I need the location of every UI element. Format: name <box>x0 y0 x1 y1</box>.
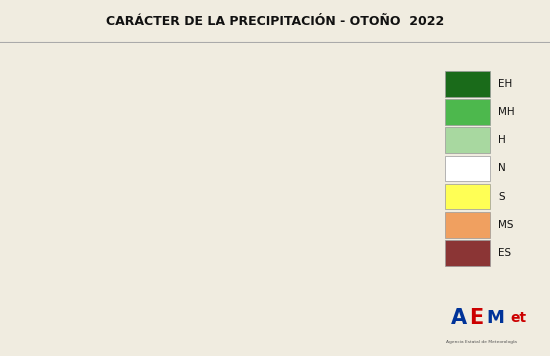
Text: Agencia Estatal de Meteorología: Agencia Estatal de Meteorología <box>446 340 517 344</box>
Bar <box>445 184 490 209</box>
Bar <box>445 71 490 96</box>
Text: MS: MS <box>498 220 514 230</box>
Bar <box>445 240 490 266</box>
Text: E: E <box>469 308 483 328</box>
Text: ES: ES <box>498 248 512 258</box>
Text: S: S <box>498 192 505 201</box>
Text: M: M <box>487 309 505 328</box>
Bar <box>445 127 490 153</box>
Text: MH: MH <box>498 107 515 117</box>
Bar <box>445 212 490 237</box>
Text: EH: EH <box>498 79 513 89</box>
Bar <box>445 156 490 181</box>
Text: N: N <box>498 163 506 173</box>
Bar <box>445 99 490 125</box>
Text: et: et <box>510 312 527 325</box>
Text: H: H <box>498 135 506 145</box>
Text: A: A <box>451 308 467 328</box>
Text: CARÁCTER DE LA PRECIPITACIÓN - OTOÑO  2022: CARÁCTER DE LA PRECIPITACIÓN - OTOÑO 202… <box>106 15 444 28</box>
